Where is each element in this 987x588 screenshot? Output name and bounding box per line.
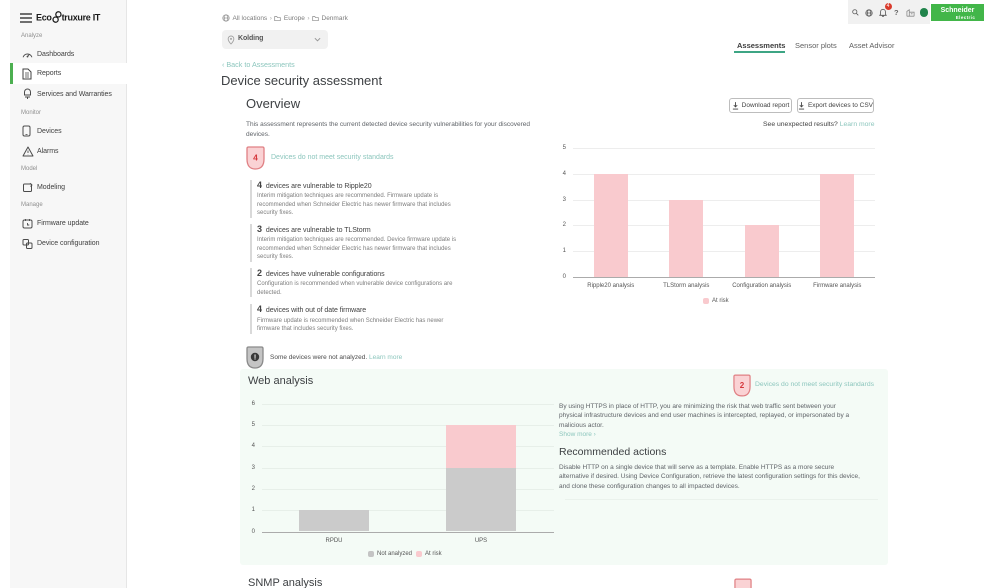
- svg-text:!: !: [254, 355, 256, 362]
- svg-text:2: 2: [740, 381, 745, 390]
- svg-text:4: 4: [253, 153, 258, 163]
